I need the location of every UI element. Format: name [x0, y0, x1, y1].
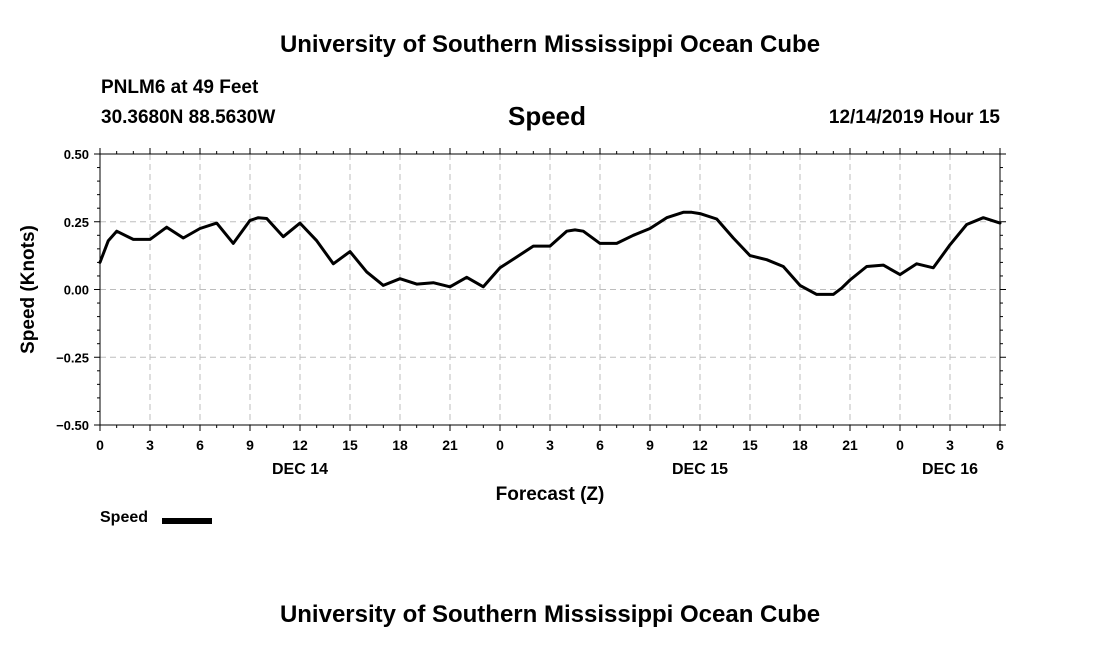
axis-labels: 0 3 6 9 12 15 18 21 0 3 6 9 12 15 18 21 0 3 6 0.50 0.25 0.00 −… [18, 147, 1004, 505]
date-label: DEC 14 [272, 461, 328, 478]
x-tick-label: 9 [246, 437, 254, 453]
x-tick-label: 3 [946, 437, 954, 453]
x-tick-label: 3 [146, 437, 154, 453]
grid-lines [100, 154, 1000, 425]
x-tick-label: 15 [742, 437, 758, 453]
x-tick-label: 0 [896, 437, 904, 453]
legend-label: Speed [100, 509, 149, 526]
legend-swatch [162, 518, 212, 524]
x-tick-label: 12 [292, 437, 308, 453]
y-axis-title: Speed (Knots) [18, 225, 39, 354]
x-axis-title: Forecast (Z) [496, 484, 605, 505]
coordinates-label: 30.3680N 88.5630W [101, 107, 276, 128]
x-tick-label: 6 [996, 437, 1004, 453]
date-label: DEC 15 [672, 461, 728, 478]
chart-title-bottom: University of Southern Mississippi Ocean… [279, 601, 821, 628]
x-tick-label: 9 [646, 437, 654, 453]
y-tick-label: −0.50 [56, 418, 89, 433]
y-tick-label: 0.00 [64, 283, 89, 298]
x-tick-label: 18 [392, 437, 408, 453]
x-tick-label: 3 [546, 437, 554, 453]
forecast-timestamp: 12/14/2019 Hour 15 [828, 107, 1000, 128]
station-label: PNLM6 at 49 Feet [101, 77, 259, 98]
x-tick-label: 12 [692, 437, 708, 453]
variable-title: Speed [508, 101, 587, 131]
axes [94, 148, 1006, 431]
date-label: DEC 16 [922, 461, 978, 478]
series-line-speed [98, 210, 1002, 296]
y-tick-label: 0.25 [64, 215, 89, 230]
x-tick-label: 15 [342, 437, 358, 453]
chart-title-top: University of Southern Mississippi Ocean… [279, 31, 821, 58]
y-tick-label: 0.50 [64, 147, 89, 162]
x-tick-label: 6 [196, 437, 204, 453]
x-tick-label: 18 [792, 437, 808, 453]
x-tick-label: 6 [596, 437, 604, 453]
series-layer [98, 210, 1002, 296]
x-tick-label: 0 [96, 437, 104, 453]
x-tick-label: 21 [842, 437, 858, 453]
y-tick-label: −0.25 [56, 350, 89, 365]
x-tick-label: 0 [496, 437, 504, 453]
x-tick-label: 21 [442, 437, 458, 453]
